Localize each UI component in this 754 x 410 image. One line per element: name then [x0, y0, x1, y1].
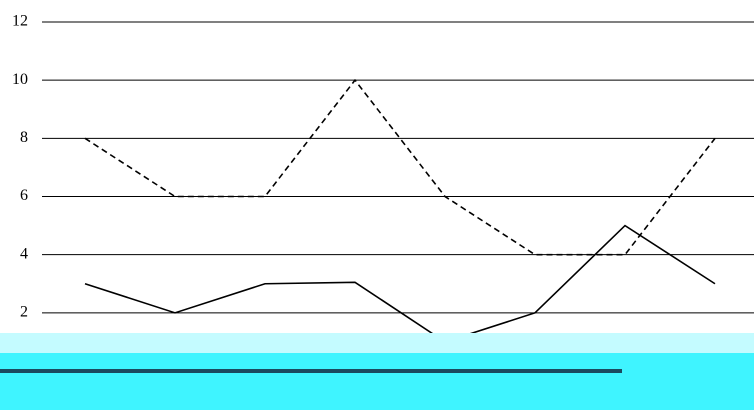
y-tick-label: 2	[20, 304, 28, 321]
y-tick-label: 10	[12, 71, 28, 88]
series-line	[84, 78, 716, 256]
overlay-band	[0, 353, 754, 410]
overlay-band	[0, 333, 754, 353]
series-line	[84, 224, 716, 343]
y-tick-label: 6	[20, 187, 28, 204]
y-tick-label: 4	[20, 245, 28, 262]
y-tick-label: 8	[20, 129, 28, 146]
plot-area: 2 4 6 8 10 12	[12, 13, 754, 343]
y-tick-label: 12	[12, 13, 28, 30]
overlay-line	[0, 369, 622, 373]
